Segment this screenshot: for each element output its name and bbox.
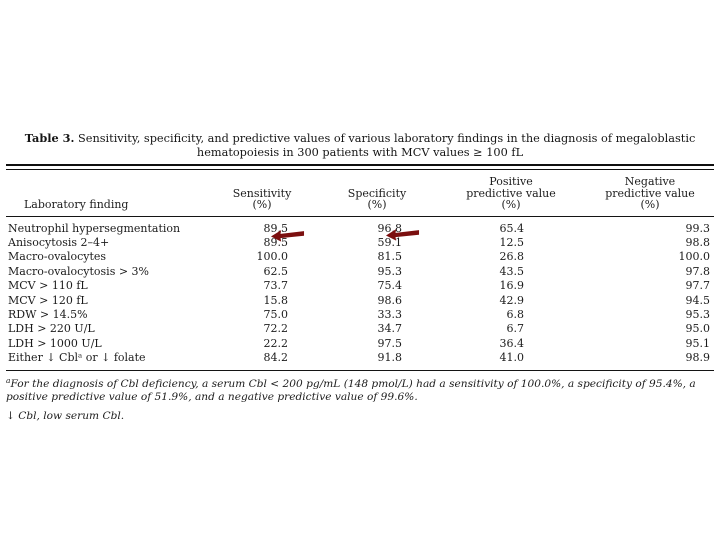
row-sensitivity: 22.2 (263, 336, 289, 350)
table-body: Neutrophil hypersegmentation 89.5 96.8 6… (6, 216, 714, 370)
row-npv: 98.8 (685, 235, 711, 249)
highlight-arrow-icon (385, 229, 420, 241)
row-finding: MCV > 120 fL (8, 293, 88, 307)
table-row: LDH > 1000 U/L 22.2 97.5 36.4 95.1 (6, 337, 714, 351)
data-table: Laboratory finding Sensitivity (%) Speci… (6, 170, 714, 371)
table-row: LDH > 220 U/L 72.2 34.7 6.7 95.0 (6, 322, 714, 336)
row-finding: Neutrophil hypersegmentation (8, 221, 181, 235)
table-title: Table 3. Sensitivity, specificity, and p… (6, 131, 714, 160)
row-ppv: 36.4 (499, 336, 525, 350)
row-npv: 98.9 (685, 351, 711, 365)
table-title-text: Sensitivity, specificity, and predictive… (78, 132, 696, 159)
row-sensitivity: 75.0 (263, 307, 289, 321)
row-specificity: 33.3 (377, 307, 403, 321)
footnote-a: aFor the diagnosis of Cbl deficiency, a … (6, 376, 714, 404)
row-specificity: 34.7 (377, 322, 403, 336)
row-specificity: 96.8 (377, 221, 403, 235)
row-ppv: 6.8 (506, 307, 525, 321)
row-npv: 95.3 (685, 307, 711, 321)
table-figure: Table 3. Sensitivity, specificity, and p… (6, 131, 714, 423)
col-header-specificity: Specificity (%) (318, 170, 436, 217)
row-ppv: 43.5 (499, 264, 525, 278)
row-sensitivity: 72.2 (263, 322, 289, 336)
col-header-ppv: Positive predictive value (%) (436, 170, 586, 217)
row-ppv: 12.5 (499, 235, 525, 249)
footnote-b: ↓ Cbl, low serum Cbl. (6, 409, 125, 422)
row-finding: Macro-ovalocytosis > 3% (8, 264, 150, 278)
row-finding: Either ↓ Cblᵃ or ↓ folate (8, 351, 146, 365)
row-finding: Anisocytosis 2–4+ (8, 235, 110, 249)
row-specificity: 81.5 (377, 250, 403, 264)
highlight-arrow-shape (270, 230, 305, 242)
row-specificity: 75.4 (377, 279, 403, 293)
row-specificity: 97.5 (377, 336, 403, 350)
row-finding: LDH > 220 U/L (8, 322, 95, 336)
row-sensitivity: 15.8 (263, 293, 289, 307)
highlight-arrow-icon (270, 230, 305, 242)
row-sensitivity: 73.7 (263, 279, 289, 293)
row-specificity: 91.8 (377, 351, 403, 365)
table-row: Anisocytosis 2–4+ 89.5 59.1 12.5 98.8 (6, 236, 714, 250)
table-number: Table 3. (24, 131, 75, 145)
row-npv: 95.1 (685, 336, 711, 350)
row-sensitivity: 89.5 (263, 235, 289, 249)
row-ppv: 26.8 (499, 250, 525, 264)
row-npv: 99.3 (685, 221, 711, 235)
table-row: Macro-ovalocytes 100.0 81.5 26.8 100.0 (6, 250, 714, 264)
row-ppv: 65.4 (499, 221, 525, 235)
row-ppv: 42.9 (499, 293, 525, 307)
row-finding: LDH > 1000 U/L (8, 336, 102, 350)
row-finding: MCV > 110 fL (8, 279, 88, 293)
table-row: Neutrophil hypersegmentation 89.5 96.8 6… (6, 216, 714, 236)
row-finding: RDW > 14.5% (8, 307, 88, 321)
table-row: MCV > 120 fL 15.8 98.6 42.9 94.5 (6, 294, 714, 308)
row-npv: 97.8 (685, 264, 711, 278)
table-row: MCV > 110 fL 73.7 75.4 16.9 97.7 (6, 279, 714, 293)
col-header-sensitivity: Sensitivity (%) (206, 170, 318, 217)
footnote-a-text: For the diagnosis of Cbl deficiency, a s… (6, 377, 696, 403)
row-npv: 94.5 (685, 293, 711, 307)
table-row: Either ↓ Cblᵃ or ↓ folate 84.2 91.8 41.0… (6, 351, 714, 370)
row-npv: 95.0 (685, 322, 711, 336)
row-ppv: 16.9 (499, 279, 525, 293)
row-npv: 100.0 (678, 250, 711, 264)
row-specificity: 98.6 (377, 293, 403, 307)
row-finding: Macro-ovalocytes (8, 250, 107, 264)
row-sensitivity: 62.5 (263, 264, 289, 278)
table-header: Laboratory finding Sensitivity (%) Speci… (6, 170, 714, 217)
table-top-rule (6, 164, 714, 170)
row-ppv: 41.0 (499, 351, 525, 365)
row-ppv: 6.7 (506, 322, 525, 336)
highlight-arrow-shape (385, 229, 420, 241)
row-specificity: 95.3 (377, 264, 403, 278)
footnote-a-marker: a (6, 376, 11, 386)
row-sensitivity: 100.0 (256, 250, 289, 264)
row-npv: 97.7 (685, 279, 711, 293)
col-header-npv: Negative predictive value (%) (586, 170, 714, 217)
table-row: Macro-ovalocytosis > 3% 62.5 95.3 43.5 9… (6, 265, 714, 279)
footnotes: aFor the diagnosis of Cbl deficiency, a … (6, 376, 714, 423)
table-row: RDW > 14.5% 75.0 33.3 6.8 95.3 (6, 308, 714, 322)
col-header-finding: Laboratory finding (6, 170, 206, 217)
row-sensitivity: 84.2 (263, 351, 289, 365)
row-sensitivity: 89.5 (263, 221, 289, 235)
